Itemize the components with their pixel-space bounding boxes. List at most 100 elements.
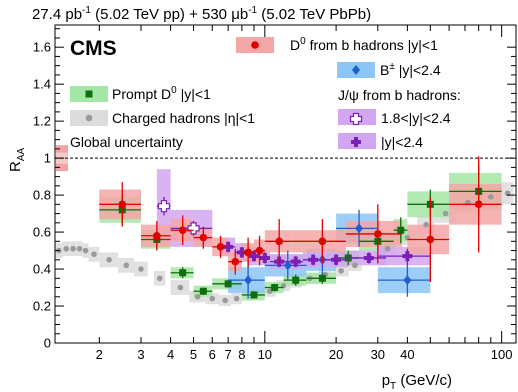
legend-d0b-rest: from b hadrons |y|<1 <box>306 37 438 53</box>
marker-s2-p0 <box>244 275 253 286</box>
plot-area <box>55 145 516 307</box>
marker-s0-p27 <box>442 210 449 217</box>
legend-bpm-rest: |y|<2.4 <box>395 62 441 78</box>
y-tick-label-4: 0.8 <box>33 188 51 203</box>
marker-s0-p21 <box>338 268 344 274</box>
lumi-pp-value: 27.4 pb <box>32 6 82 23</box>
marker-s5-p1 <box>153 231 161 240</box>
marker-s3-p1 <box>187 222 200 235</box>
legend-marker-hadrons <box>85 114 93 122</box>
luminosity-header: 27.4 pb-1 (5.02 TeV pp) + 530 μb-1 (5.02… <box>32 5 371 23</box>
marker-s1-p8 <box>318 274 326 282</box>
marker-s2-p1 <box>283 260 292 271</box>
legend-prompt-main: Prompt D <box>112 86 171 102</box>
legend-label-jpsi-mid: |y|<2.4 <box>381 134 423 150</box>
marker-s5-p7 <box>255 246 264 255</box>
x-axis-rest: (GeV/c) <box>396 372 452 389</box>
legend-global-uncertainty: Global uncertainty <box>70 134 183 150</box>
legend-marker-jpsi-mid <box>351 137 361 147</box>
y-tick-label-7: 1.4 <box>33 77 51 92</box>
legend-label-bpm: B± |y|<2.4 <box>380 61 441 78</box>
marker-s5-p0 <box>118 200 127 209</box>
cms-logo: CMS <box>70 37 117 60</box>
marker-s4-p7 <box>331 254 342 265</box>
y-tick-label-5: 1 <box>44 151 51 166</box>
marker-s1-p11 <box>397 226 405 234</box>
x-tick-label-10: 40 <box>400 347 414 362</box>
lumi-pbpb-exp: -1 <box>248 5 257 16</box>
marker-s5-p12 <box>474 200 483 209</box>
lumi-pbpb-label: (5.02 TeV PbPb) <box>257 6 371 23</box>
legend-marker-prompt-d0 <box>85 90 93 98</box>
marker-s0-p29 <box>487 194 494 200</box>
legend-label-d0b: D0 from b hadrons |y|<1 <box>290 36 438 53</box>
legend-label-prompt-d0: Prompt D0 |y|<1 <box>112 85 211 102</box>
x-tick-label-2: 4 <box>167 347 174 362</box>
marker-s4-p8 <box>363 252 374 263</box>
marker-s5-p2 <box>178 226 187 235</box>
legend: D0 from b hadrons |y|<1 B± |y|<2.4 Promp… <box>70 36 461 150</box>
marker-s0-p4 <box>82 247 89 254</box>
marker-s0-p11 <box>194 293 201 300</box>
marker-s4-p3 <box>259 252 270 263</box>
lumi-pbpb-unit: μb <box>231 6 248 23</box>
y-tick-label-8: 1.6 <box>33 40 51 55</box>
marker-s1-p5 <box>250 291 258 299</box>
x-tick-label-8: 20 <box>329 347 343 362</box>
marker-s0-p1 <box>63 245 70 252</box>
legend-marker-bpm <box>352 65 360 75</box>
marker-s0-p2 <box>70 245 76 252</box>
axis-ticks: 0 0.2 0.4 0.6 0.8 1 1.2 1.4 1.6 2 3 4 5 6 7 8 10 20 30 40 10… <box>33 25 516 362</box>
y-axis-main: R <box>7 161 24 172</box>
lumi-pp-exp: -1 <box>82 5 91 16</box>
x-tick-label-3: 5 <box>190 347 197 362</box>
legend-bpm-main: B <box>380 62 389 78</box>
marker-s5-p10 <box>374 230 382 238</box>
y-tick-label-3: 0.6 <box>33 225 51 240</box>
marker-s1-p3 <box>199 287 207 295</box>
x-tick-label-9: 30 <box>371 347 385 362</box>
marker-s5-p9 <box>318 237 327 246</box>
marker-s0-p8 <box>138 266 144 272</box>
marker-s4-p2 <box>248 251 259 262</box>
legend-marker-d0b <box>251 41 259 49</box>
marker-s2-p3 <box>355 223 364 234</box>
marker-s0-p3 <box>76 245 83 252</box>
legend-label-jpsi-fwd: 1.8<|y|<2.4 <box>381 110 451 126</box>
marker-s0-p24 <box>384 245 391 252</box>
marker-s0-p22 <box>352 262 358 269</box>
marker-s5-p4 <box>216 243 225 251</box>
legend-jpsi-heading: J/ψ from b hadrons: <box>338 87 461 103</box>
x-tick-label-1: 3 <box>137 347 144 362</box>
marker-s0-p12 <box>209 295 216 302</box>
y-tick-label-1: 0.2 <box>33 299 51 314</box>
y-tick-label-2: 0.4 <box>33 262 51 277</box>
x-axis-sub: T <box>390 381 396 392</box>
marker-s0-p10 <box>177 284 184 291</box>
y-tick-label-0: 0 <box>44 336 51 351</box>
legend-prompt-rest: |y|<1 <box>177 86 211 102</box>
x-tick-label-5: 7 <box>225 347 232 362</box>
marker-s1-p6 <box>271 284 279 292</box>
marker-s0-p13 <box>222 297 228 304</box>
marker-s0-p14 <box>233 295 240 302</box>
legend-bpm-sup: ± <box>389 61 395 72</box>
marker-s2-p4 <box>403 275 412 286</box>
x-tick-label-11: 100 <box>491 347 513 362</box>
marker-s4-p9 <box>402 251 413 262</box>
lumi-pp-label: (5.02 TeV pp) + 530 <box>91 6 231 23</box>
x-tick-label-0: 2 <box>96 347 103 362</box>
y-tick-label-6: 1.2 <box>33 114 51 129</box>
marker-s0-p5 <box>91 251 97 258</box>
marker-s0-p6 <box>106 257 112 263</box>
marker-s1-p4 <box>224 280 232 288</box>
x-tick-label-6: 8 <box>238 347 245 362</box>
legend-d0b-main: D <box>290 37 300 53</box>
legend-marker-jpsi-fwd <box>349 112 363 126</box>
y-axis-sub: AA <box>16 147 27 161</box>
x-tick-label-4: 6 <box>209 347 216 362</box>
marker-s5-p3 <box>199 233 208 242</box>
x-tick-label-7: 10 <box>258 347 272 362</box>
marker-s4-p6 <box>308 254 319 265</box>
legend-d0b-sup: 0 <box>300 36 306 47</box>
